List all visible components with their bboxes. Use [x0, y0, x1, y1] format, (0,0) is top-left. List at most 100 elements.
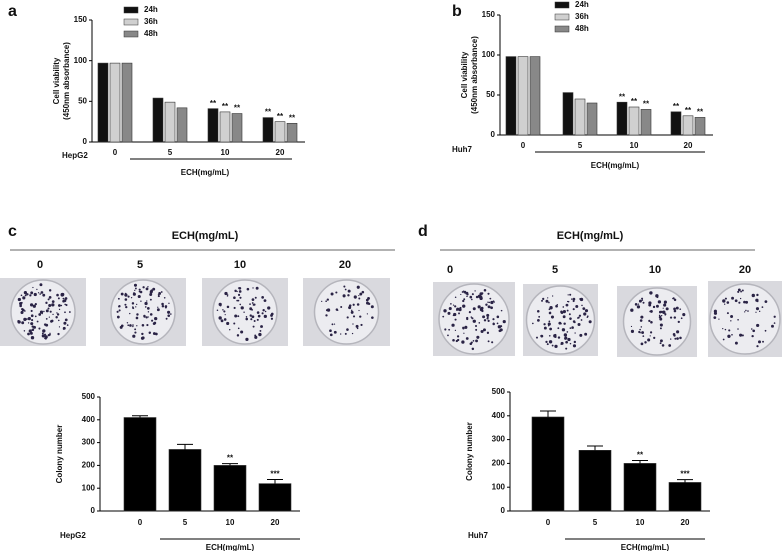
colony: [682, 313, 686, 317]
colony: [343, 285, 346, 288]
colony: [641, 297, 644, 300]
colony: [145, 287, 149, 291]
plate: [622, 287, 692, 356]
plate-photo: [0, 278, 86, 346]
colony: [750, 328, 753, 330]
colony: [537, 319, 540, 322]
colony: [574, 332, 576, 334]
bar: [152, 97, 164, 143]
colony: [64, 318, 68, 322]
colony: [218, 302, 222, 306]
colony: [27, 322, 30, 324]
colony: [581, 304, 583, 307]
colony: [270, 317, 274, 320]
colony: [751, 293, 755, 298]
colony: [132, 306, 134, 308]
legend-label: 48h: [575, 24, 589, 33]
colony: [648, 301, 652, 305]
colony: [226, 305, 230, 309]
y-tick-label: 300: [82, 438, 96, 447]
colony: [139, 290, 143, 294]
colony: [237, 315, 240, 318]
colony: [655, 304, 659, 308]
legend-swatch: [554, 25, 570, 33]
colony: [351, 332, 354, 335]
y-tick-label: 400: [492, 411, 506, 420]
colony: [757, 300, 759, 303]
colony: [356, 285, 360, 289]
colony: [650, 310, 653, 313]
colony: [346, 316, 349, 319]
x-tick-label: 5: [578, 141, 583, 150]
colony: [118, 309, 121, 312]
colony: [56, 293, 59, 297]
colony: [579, 333, 583, 337]
colony: [726, 301, 730, 304]
colony: [659, 327, 662, 330]
colony: [588, 320, 592, 324]
colony: [545, 340, 548, 344]
colony: [223, 310, 226, 313]
colony: [149, 298, 152, 301]
significance: **: [265, 108, 272, 117]
colony: [555, 304, 558, 308]
colony: [51, 300, 55, 303]
significance: ***: [270, 470, 280, 479]
colony: [452, 304, 455, 306]
colony: [329, 333, 333, 337]
colony: [463, 332, 465, 334]
bar: [578, 450, 612, 512]
x-tick-label: 5: [593, 518, 598, 527]
colony: [557, 327, 560, 330]
colony: [471, 298, 473, 301]
colony: [360, 323, 363, 327]
x-tick-label: 5: [168, 148, 173, 157]
colony: [543, 323, 546, 326]
colony: [474, 290, 476, 292]
colony: [321, 300, 323, 303]
colony: [486, 317, 489, 320]
colony: [548, 308, 551, 311]
colony: [462, 304, 466, 308]
colony: [256, 318, 259, 321]
colony: [538, 315, 541, 318]
colony: [146, 323, 149, 327]
colony: [672, 333, 676, 336]
colony: [60, 293, 64, 297]
colony: [496, 315, 500, 319]
colony: [136, 325, 138, 327]
colony: [149, 313, 153, 316]
colony: [34, 315, 37, 318]
colony: [263, 314, 267, 318]
significance: **: [277, 112, 284, 121]
colony: [66, 324, 69, 326]
colony: [344, 288, 347, 291]
colony: [726, 312, 729, 315]
colony: [27, 332, 30, 336]
colony: [483, 288, 487, 292]
colony: [245, 316, 248, 318]
colony: [238, 286, 242, 290]
colony: [573, 321, 576, 324]
colony: [347, 294, 350, 297]
colony: [469, 342, 473, 346]
colony: [568, 313, 571, 316]
colony: [38, 313, 42, 316]
colony: [239, 303, 242, 306]
colony: [132, 334, 136, 338]
colony: [722, 299, 726, 303]
colony: [548, 334, 551, 337]
colony: [237, 327, 240, 330]
colony: [461, 291, 464, 293]
dose-label: 20: [339, 259, 351, 271]
colony: [259, 329, 262, 332]
colony: [223, 318, 227, 321]
colony: [567, 294, 569, 296]
colony: [488, 301, 491, 304]
colony: [578, 314, 582, 317]
colony: [567, 300, 570, 303]
colony: [124, 303, 127, 306]
colony: [49, 333, 51, 336]
colony: [562, 306, 565, 308]
colony: [153, 321, 157, 325]
